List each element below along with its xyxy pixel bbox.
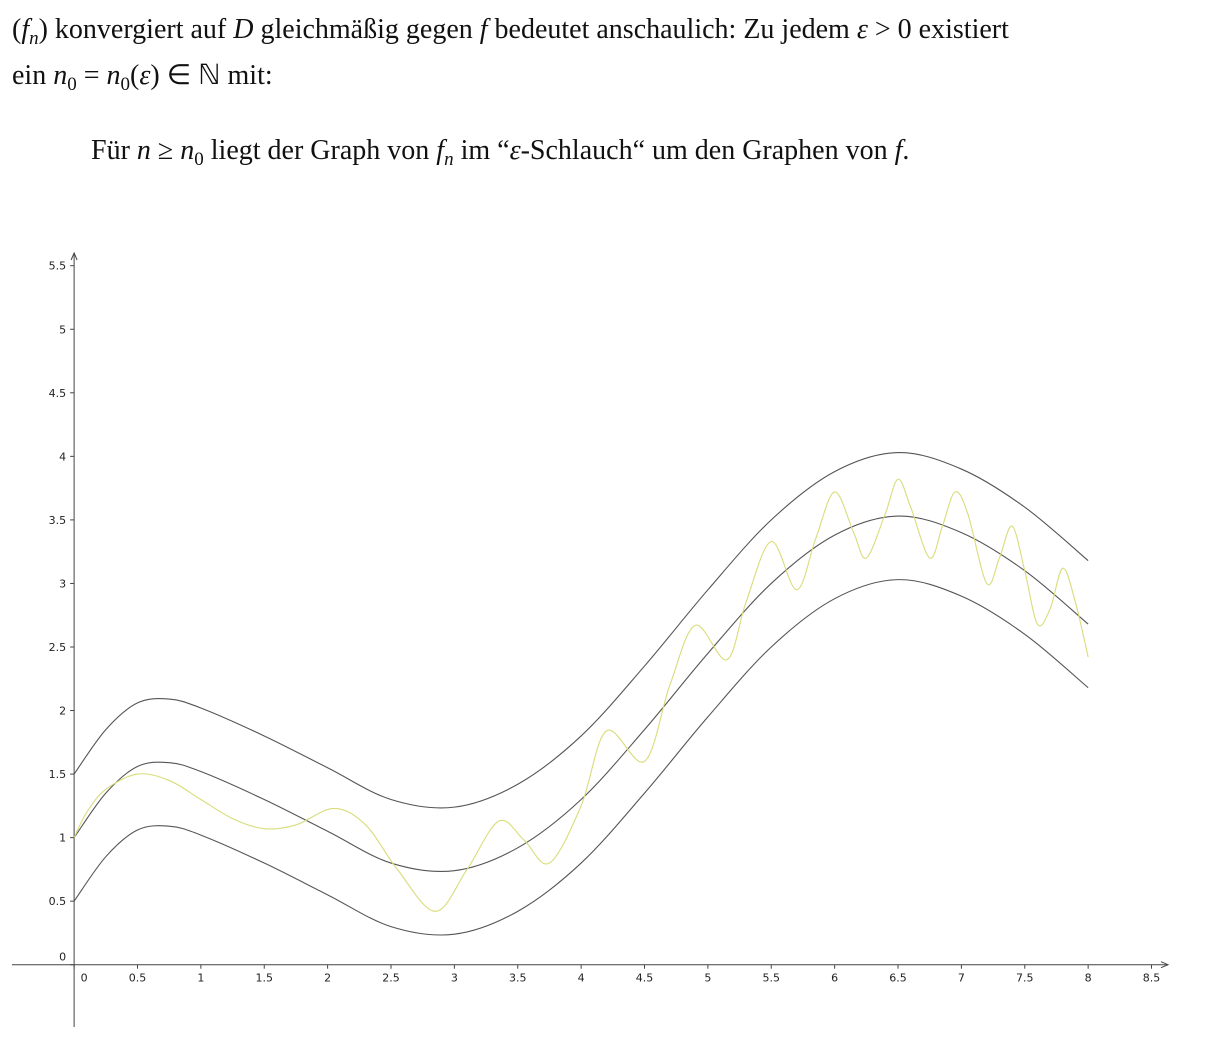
math: ε xyxy=(856,14,868,45)
math: 0 xyxy=(120,74,131,95)
math: n xyxy=(444,149,454,170)
math: D xyxy=(233,14,254,45)
text: gleichmäßig gegen xyxy=(253,14,480,45)
curve xyxy=(73,579,1089,936)
math: ε xyxy=(139,60,151,91)
x-tick-label: 7 xyxy=(958,972,965,985)
paragraph-line: ein n0 = n0(ε) ∈ ℕ mit: xyxy=(12,58,273,95)
text: ein xyxy=(12,60,54,91)
x-tick-label: 7.5 xyxy=(1016,972,1034,985)
x-tick-label: 1.5 xyxy=(255,972,273,985)
x-tick-label: 2.5 xyxy=(382,972,400,985)
math: 0 xyxy=(67,74,77,95)
y-tick-label: 0 xyxy=(59,951,66,964)
y-tick-label: 3 xyxy=(59,577,66,590)
x-tick-label: 0 xyxy=(81,972,88,985)
math: ( xyxy=(130,60,140,91)
x-tick-label: 6.5 xyxy=(889,972,907,985)
text: ( xyxy=(12,14,22,45)
math: n xyxy=(53,60,68,91)
text: ) ∈ ℕ mit: xyxy=(150,60,273,91)
text: ) konvergiert auf xyxy=(38,14,234,45)
y-tick-label: 1 xyxy=(59,832,66,845)
x-tick-label: 8 xyxy=(1085,972,1092,985)
text: bedeutet anschaulich: Zu jedem xyxy=(487,14,857,45)
text: . xyxy=(902,135,910,166)
math: ε xyxy=(509,135,521,166)
y-tick-label: 2.5 xyxy=(49,641,67,654)
math: = xyxy=(76,60,107,91)
x-tick-label: 2 xyxy=(324,972,331,985)
text: liegt der Graph von xyxy=(203,135,437,166)
x-tick-label: 3 xyxy=(451,972,458,985)
y-tick-label: 4.5 xyxy=(49,387,67,400)
display-line: Für n ≥ n0 liegt der Graph von fn im “ε-… xyxy=(91,135,910,170)
y-tick-label: 1.5 xyxy=(49,768,67,781)
x-tick-label: 6 xyxy=(831,972,838,985)
x-tick-label: 5.5 xyxy=(763,972,781,985)
x-tick-label: 0.5 xyxy=(129,972,147,985)
x-tick-label: 5 xyxy=(704,972,711,985)
y-tick-label: 5 xyxy=(59,323,66,336)
math: f xyxy=(479,14,488,45)
curve xyxy=(73,515,1089,873)
x-axis-arrow xyxy=(1160,961,1170,969)
text: im “ xyxy=(453,135,510,166)
y-tick-label: 2 xyxy=(59,705,66,718)
math: n xyxy=(106,60,121,91)
math: ≥ xyxy=(150,135,181,166)
math: f xyxy=(21,14,30,45)
math: 0 xyxy=(194,149,204,170)
curve xyxy=(73,478,1089,912)
y-tick-label: 3.5 xyxy=(49,514,67,527)
math: n xyxy=(29,28,39,49)
math: f xyxy=(436,135,445,166)
text: > 0 existiert xyxy=(867,14,1009,45)
x-tick-label: 4.5 xyxy=(636,972,654,985)
x-tick-label: 4 xyxy=(578,972,585,985)
y-tick-label: 0.5 xyxy=(49,895,67,908)
curve xyxy=(73,451,1089,809)
x-tick-label: 3.5 xyxy=(509,972,527,985)
x-tick-label: 8.5 xyxy=(1143,972,1161,985)
x-tick-label: 1 xyxy=(197,972,204,985)
paragraph-line: (fn) konvergiert auf D gleichmäßig gegen… xyxy=(12,14,1009,49)
y-tick-label: 4 xyxy=(59,450,66,463)
text: -Schlauch“ um den Graphen von xyxy=(520,135,895,166)
math: n xyxy=(136,135,151,166)
math: n xyxy=(180,135,195,166)
text: Für xyxy=(91,135,137,166)
y-tick-label: 5.5 xyxy=(49,260,67,273)
y-axis-arrow xyxy=(70,251,78,261)
math: f xyxy=(894,135,903,166)
